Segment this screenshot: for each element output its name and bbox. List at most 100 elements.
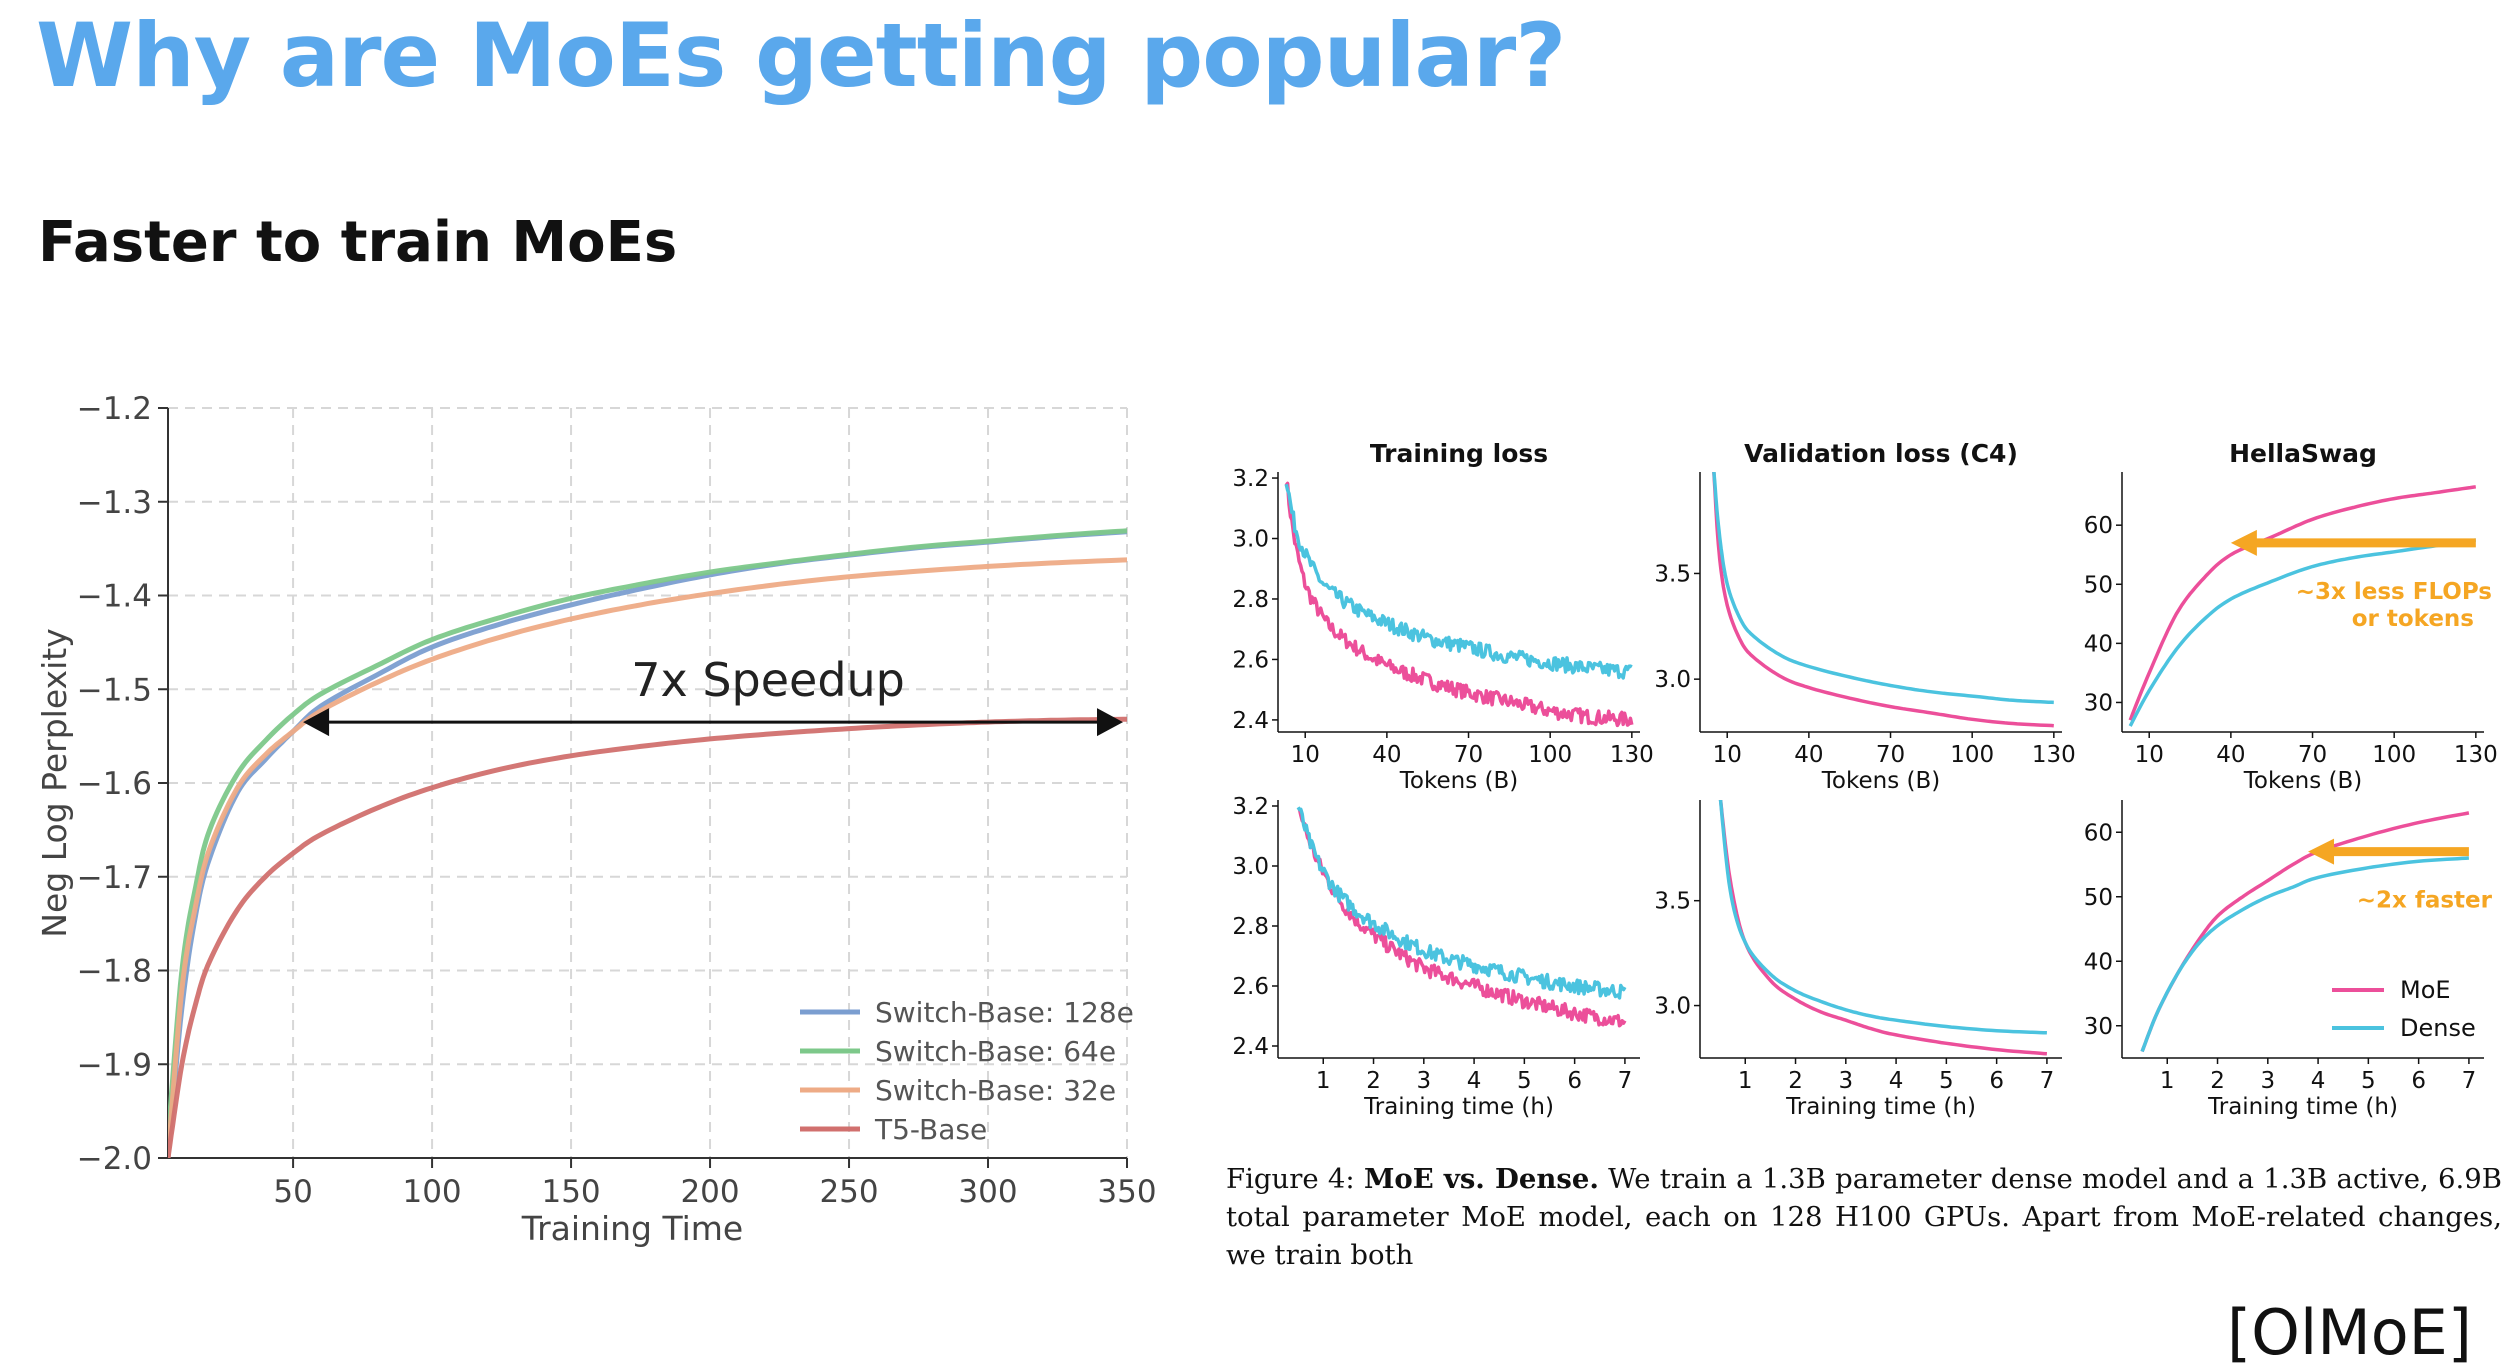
caption-lead: Figure 4:	[1226, 1163, 1355, 1195]
panel-y-tick-label: 3.2	[1232, 794, 1269, 820]
arrow-head-left	[303, 708, 330, 737]
panel-series	[2128, 485, 2477, 727]
panel-y-tick-label: 50	[2084, 572, 2113, 598]
x-axis-label: Training Time	[521, 1209, 743, 1248]
orange-annotation-line1: ~2x faster	[2357, 888, 2493, 914]
y-tick-label: −1.5	[77, 672, 152, 708]
panel-title: Training loss	[1370, 439, 1548, 468]
panel-title: Validation loss (C4)	[1744, 439, 2018, 468]
slide-title: Why are MoEs getting popular?	[36, 4, 1566, 107]
y-tick-label: −1.8	[77, 954, 152, 990]
x-tick-label: 250	[819, 1174, 878, 1210]
panel-x-tick-label: 100	[1528, 742, 1572, 768]
panel-x-tick-label: 130	[1610, 742, 1654, 768]
panel-series	[1284, 481, 1634, 728]
panel-x-tick-label: 10	[1291, 742, 1320, 768]
series-line-dense	[1284, 483, 1633, 680]
panel-y-tick-label: 3.0	[1232, 527, 1269, 553]
olmoe-legend: MoE Dense	[2332, 976, 2476, 1042]
panel-y-tick-label: 3.0	[1654, 994, 1691, 1020]
panel-y-tick-label: 2.4	[1232, 708, 1269, 734]
panel-x-tick-label: 3	[1416, 1068, 1431, 1094]
x-tick-label: 50	[273, 1174, 312, 1210]
y-axis-label: Neg Log Perplexity	[35, 628, 74, 937]
panel-y-tick-label: 2.6	[1232, 647, 1269, 673]
series-line	[168, 557, 1127, 1158]
panel-2: Validation loss (C4) 3.0 3.5 10 40 70 100 130 To…	[1654, 439, 2075, 794]
series-line-moe	[1712, 472, 2054, 728]
panel-x-tick-label: 7	[2462, 1068, 2477, 1094]
panel-x-label: Training time (h)	[1785, 1094, 1976, 1120]
panel-1: Training loss 2.4 2.6 2.8 3.0 3.2 10 40 70 100 130…	[1232, 439, 1653, 794]
series-line-moe	[1718, 800, 2048, 1056]
panel-x-tick-label: 2	[2210, 1068, 2225, 1094]
panel-y-tick-label: 30	[2084, 1014, 2113, 1040]
panel-series	[1718, 800, 2048, 1056]
panel-series	[1296, 806, 1627, 1028]
caption-text: We train a 1.3B parameter dense model an…	[1226, 1163, 2502, 1271]
panel-x-tick-label: 130	[2032, 742, 2076, 768]
legend-label: Switch-Base: 32e	[875, 1074, 1116, 1107]
panel-x-tick-label: 7	[2040, 1068, 2055, 1094]
y-tick-label: −1.6	[77, 766, 152, 802]
citation: [OlMoE]	[2226, 1296, 2472, 1369]
panel-x-tick-label: 40	[2216, 742, 2245, 768]
y-tick-label: −1.3	[77, 485, 152, 521]
panel-y-tick-label: 2.4	[1232, 1034, 1269, 1060]
series-line-dense	[1712, 472, 2054, 705]
panel-6: 30 40 50 60 1 2 3 4 5 6 7 Training time (h) ~2x fast…	[2084, 800, 2493, 1120]
series-line-moe	[1297, 807, 1627, 1028]
panel-x-tick-label: 4	[1467, 1068, 1482, 1094]
panel-y-tick-label: 3.5	[1654, 889, 1691, 915]
x-tick-label: 200	[680, 1174, 739, 1210]
panel-x-label: Training time (h)	[1363, 1094, 1554, 1120]
speedup-label: 7x Speedup	[631, 653, 905, 707]
legend-label: Switch-Base: 64e	[875, 1035, 1116, 1068]
orange-annotation-line1: ~3x less FLOPs	[2296, 579, 2492, 605]
switch-legend: Switch-Base: 128e Switch-Base: 64e Switch-…	[800, 996, 1134, 1146]
arrow-head-right	[1097, 708, 1123, 737]
switch-series	[168, 528, 1127, 1158]
legend-label: MoE	[2400, 976, 2451, 1004]
y-tick-label: −1.4	[77, 579, 152, 615]
panel-x-tick-label: 6	[1567, 1068, 1582, 1094]
panel-x-tick-label: 130	[2454, 742, 2498, 768]
series-line	[168, 716, 1127, 1158]
panel-y-tick-label: 30	[2084, 690, 2113, 716]
figure-caption: Figure 4: MoE vs. Dense. We train a 1.3B…	[1226, 1160, 2502, 1274]
panel-y-tick-label: 2.8	[1232, 587, 1269, 613]
series-line-dense	[2128, 538, 2477, 727]
panel-x-tick-label: 1	[1738, 1068, 1753, 1094]
panel-x-label: Tokens (B)	[1399, 768, 1518, 794]
panel-x-label: Training time (h)	[2207, 1094, 2398, 1120]
x-tick-label: 300	[958, 1174, 1017, 1210]
panel-x-tick-label: 6	[2411, 1068, 2426, 1094]
x-tick-label: 350	[1097, 1174, 1156, 1210]
panel-x-tick-label: 5	[1517, 1068, 1532, 1094]
panel-y-tick-label: 2.8	[1232, 914, 1269, 940]
y-tick-label: −2.0	[77, 1141, 152, 1177]
panel-x-tick-label: 10	[2135, 742, 2164, 768]
orange-arrow	[2308, 838, 2469, 865]
x-tick-label: 100	[402, 1174, 461, 1210]
slide-subtitle: Faster to train MoEs	[38, 210, 678, 275]
y-tick-label: −1.2	[77, 391, 152, 427]
panel-x-tick-label: 5	[1939, 1068, 1954, 1094]
panel-y-tick-label: 2.6	[1232, 974, 1269, 1000]
panel-y-tick-label: 3.0	[1654, 667, 1691, 693]
series-line-dense	[2140, 856, 2470, 1053]
panel-x-tick-label: 100	[1950, 742, 1994, 768]
panel-y-tick-label: 3.2	[1232, 466, 1269, 492]
panel-y-tick-label: 40	[2084, 631, 2113, 657]
orange-arrow-head	[2230, 529, 2257, 556]
speedup-arrow	[303, 708, 1123, 737]
panel-x-tick-label: 3	[2260, 1068, 2275, 1094]
x-tick-label: 150	[541, 1174, 600, 1210]
panel-x-tick-label: 2	[1366, 1068, 1381, 1094]
panel-title: HellaSwag	[2229, 439, 2377, 468]
panel-x-tick-label: 2	[1788, 1068, 1803, 1094]
panel-x-tick-label: 3	[1838, 1068, 1853, 1094]
panel-series	[2140, 811, 2470, 1053]
panel-x-tick-label: 5	[2361, 1068, 2376, 1094]
panel-series	[1712, 472, 2054, 728]
